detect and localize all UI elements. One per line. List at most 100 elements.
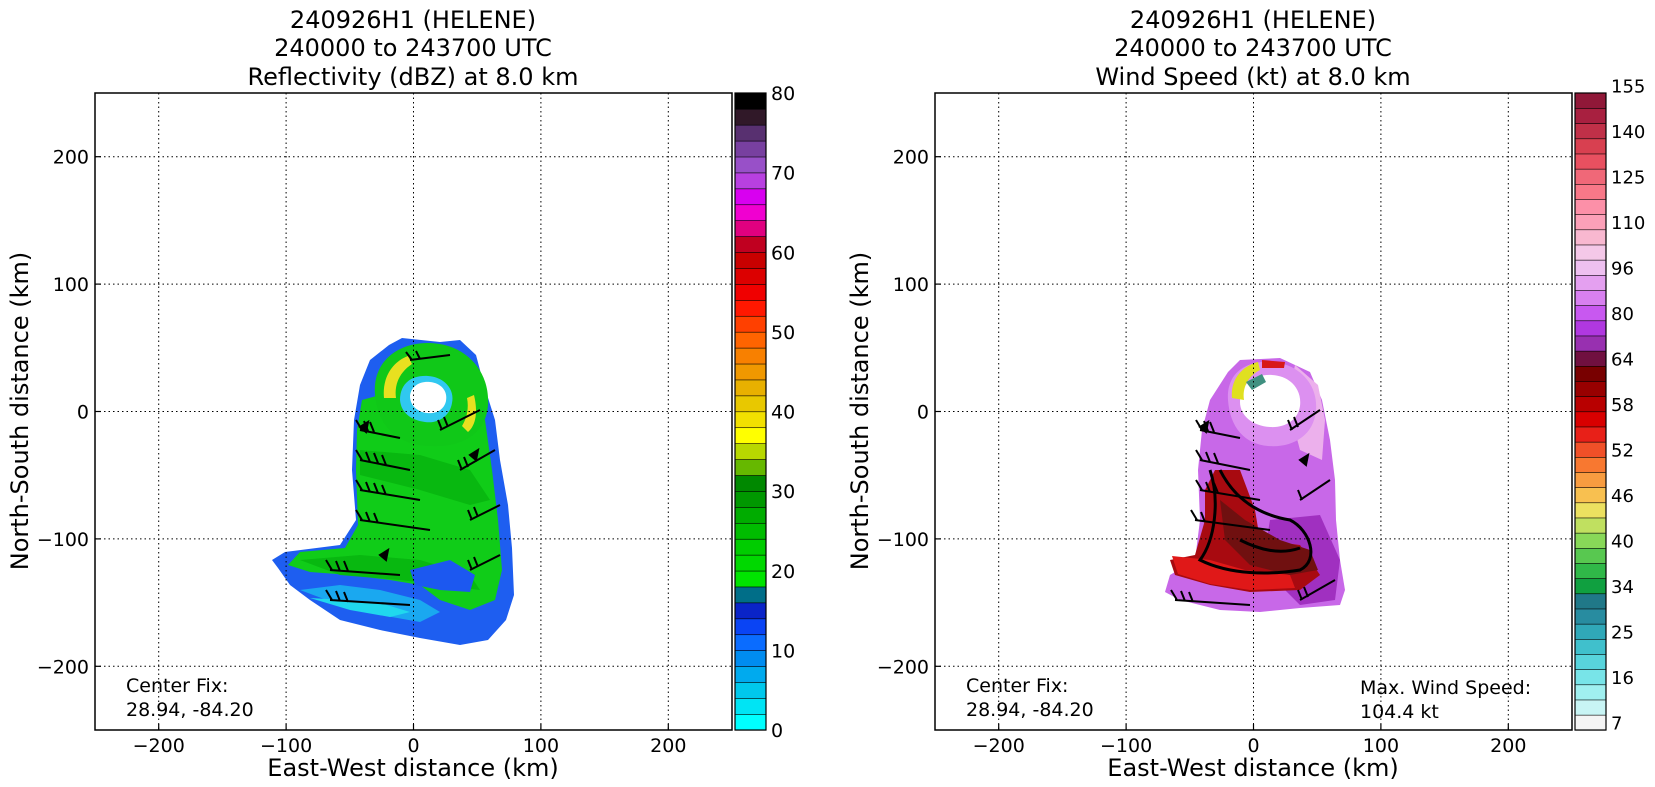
y-tick-label: 200 [893, 147, 929, 169]
panel-title-line-1: 240926H1 (HELENE) [1130, 6, 1376, 34]
colorbar-swatch [1574, 714, 1607, 731]
wind-speed-barbs [1170, 409, 1336, 606]
colorbar-tick-label: 70 [771, 163, 795, 185]
wind-eyewall-red [1262, 360, 1285, 368]
colorbar-swatch [1574, 274, 1607, 291]
colorbar-swatch [734, 427, 767, 444]
colorbar-swatch [734, 554, 767, 572]
y-tick-label: 0 [917, 402, 929, 424]
colorbar-swatch [734, 220, 767, 237]
colorbar-swatch [1574, 517, 1607, 534]
colorbar-tick-label: 20 [771, 561, 795, 583]
panel-title-line-2: 240000 to 243700 UTC [1114, 34, 1392, 62]
colorbar-swatch [1574, 244, 1607, 261]
x-axis-label: East-West distance (km) [1107, 754, 1398, 782]
colorbar-tick-label: 60 [771, 242, 795, 264]
wind-maroon [1220, 500, 1318, 575]
max-wind-value: 104.4 kt [1360, 701, 1439, 723]
colorbar-tick-label: 80 [771, 83, 795, 105]
colorbar-swatch [734, 172, 767, 190]
colorbar-swatch [734, 331, 767, 349]
colorbar-swatch [1574, 487, 1607, 504]
x-tick-label: 200 [650, 735, 686, 757]
colorbar-tick-label: 25 [1611, 622, 1634, 643]
center-fix-value: 28.94, -84.20 [966, 699, 1094, 721]
colorbar-tick-label: 155 [1611, 76, 1645, 97]
colorbar-tick-label: 140 [1611, 122, 1645, 143]
panel-wind-speed: 240926H1 (HELENE) 240000 to 243700 UTC W… [846, 6, 1645, 782]
colorbar-swatch [1574, 684, 1607, 701]
colorbar-tick-label: 125 [1611, 167, 1645, 188]
colorbar-swatch [1574, 471, 1607, 488]
reflectivity-cyan [310, 598, 410, 617]
wind-speed-field [1165, 358, 1345, 612]
reflectivity-blue-core [410, 560, 475, 592]
colorbar-swatch [734, 315, 767, 333]
x-tick-label: 100 [523, 735, 559, 757]
colorbar-swatch [1574, 183, 1607, 200]
colorbar-swatch [1574, 229, 1607, 246]
colorbar-swatch [1574, 138, 1607, 155]
colorbar-tick-label: 40 [1611, 531, 1634, 552]
center-fix-label: Center Fix: [126, 675, 228, 697]
axis-ticks: −200 −100 0 100 200 200 100 0 −100 −200 [877, 147, 1527, 757]
y-tick-label: 200 [53, 147, 89, 169]
panel-title-line-3: Wind Speed (kt) at 8.0 km [1095, 63, 1410, 91]
y-tick-label: −100 [37, 529, 89, 551]
colorbar-frame [1574, 92, 1607, 731]
colorbar-swatch [734, 156, 767, 174]
colorbar-tick-label: 52 [1611, 440, 1634, 461]
reflectivity-yellow-nw [383, 356, 412, 398]
reflectivity-green-band-2 [360, 450, 490, 505]
x-tick-label: −200 [133, 735, 185, 757]
colorbar-swatch [1574, 107, 1607, 124]
x-tick-label: 100 [1363, 735, 1399, 757]
colorbar-swatch [734, 522, 767, 540]
colorbar-swatch [1574, 593, 1607, 610]
colorbar-swatch [1574, 699, 1607, 716]
colorbar-swatch [734, 538, 767, 556]
reflectivity-yellow-e [462, 395, 476, 432]
colorbar-tick-label: 0 [771, 720, 783, 742]
colorbar-swatch [1574, 168, 1607, 185]
colorbar-swatch [734, 681, 767, 699]
colorbar-swatch [1574, 578, 1607, 595]
y-tick-label: 100 [53, 274, 89, 296]
colorbar-swatch [734, 586, 767, 604]
y-tick-label: 0 [77, 402, 89, 424]
colorbar-swatch [1574, 320, 1607, 337]
colorbar-tick-label: 7 [1611, 713, 1622, 734]
x-tick-label: −200 [973, 735, 1025, 757]
colorbar-swatch [734, 602, 767, 620]
colorbar-swatch [734, 92, 767, 110]
colorbar-swatch [734, 124, 767, 142]
colorbar-swatch [734, 570, 767, 588]
colorbar-swatch [734, 363, 767, 381]
x-tick-label: 200 [1490, 735, 1526, 757]
colorbar-swatch [734, 458, 767, 476]
colorbar-swatch [1574, 653, 1607, 670]
colorbar-swatch [1574, 380, 1607, 397]
colorbar-swatch [1574, 365, 1607, 382]
colorbar-swatch [1574, 198, 1607, 215]
colorbar-tick-label: 16 [1611, 668, 1634, 689]
colorbar-tick-label: 58 [1611, 395, 1634, 416]
colorbar-swatch [1574, 214, 1607, 231]
colorbar-frame [734, 92, 767, 731]
colorbar-swatch [1574, 92, 1607, 109]
colorbar-swatch [1574, 153, 1607, 170]
colorbar-swatch [734, 140, 767, 158]
panel-title-line-1: 240926H1 (HELENE) [290, 6, 536, 34]
reflectivity-field [272, 338, 514, 645]
panel-title-line-2: 240000 to 243700 UTC [274, 34, 552, 62]
colorbar-swatch [734, 650, 767, 667]
colorbar-tick-label: 64 [1611, 349, 1634, 370]
colorbar-swatch [734, 283, 767, 301]
colorbar-swatch [734, 506, 767, 524]
colorbar-swatch [734, 411, 767, 429]
x-tick-label: −100 [1100, 735, 1152, 757]
y-axis-label: North-South distance (km) [846, 252, 874, 571]
x-tick-label: 0 [1247, 735, 1259, 757]
colorbar-swatch [734, 634, 767, 651]
